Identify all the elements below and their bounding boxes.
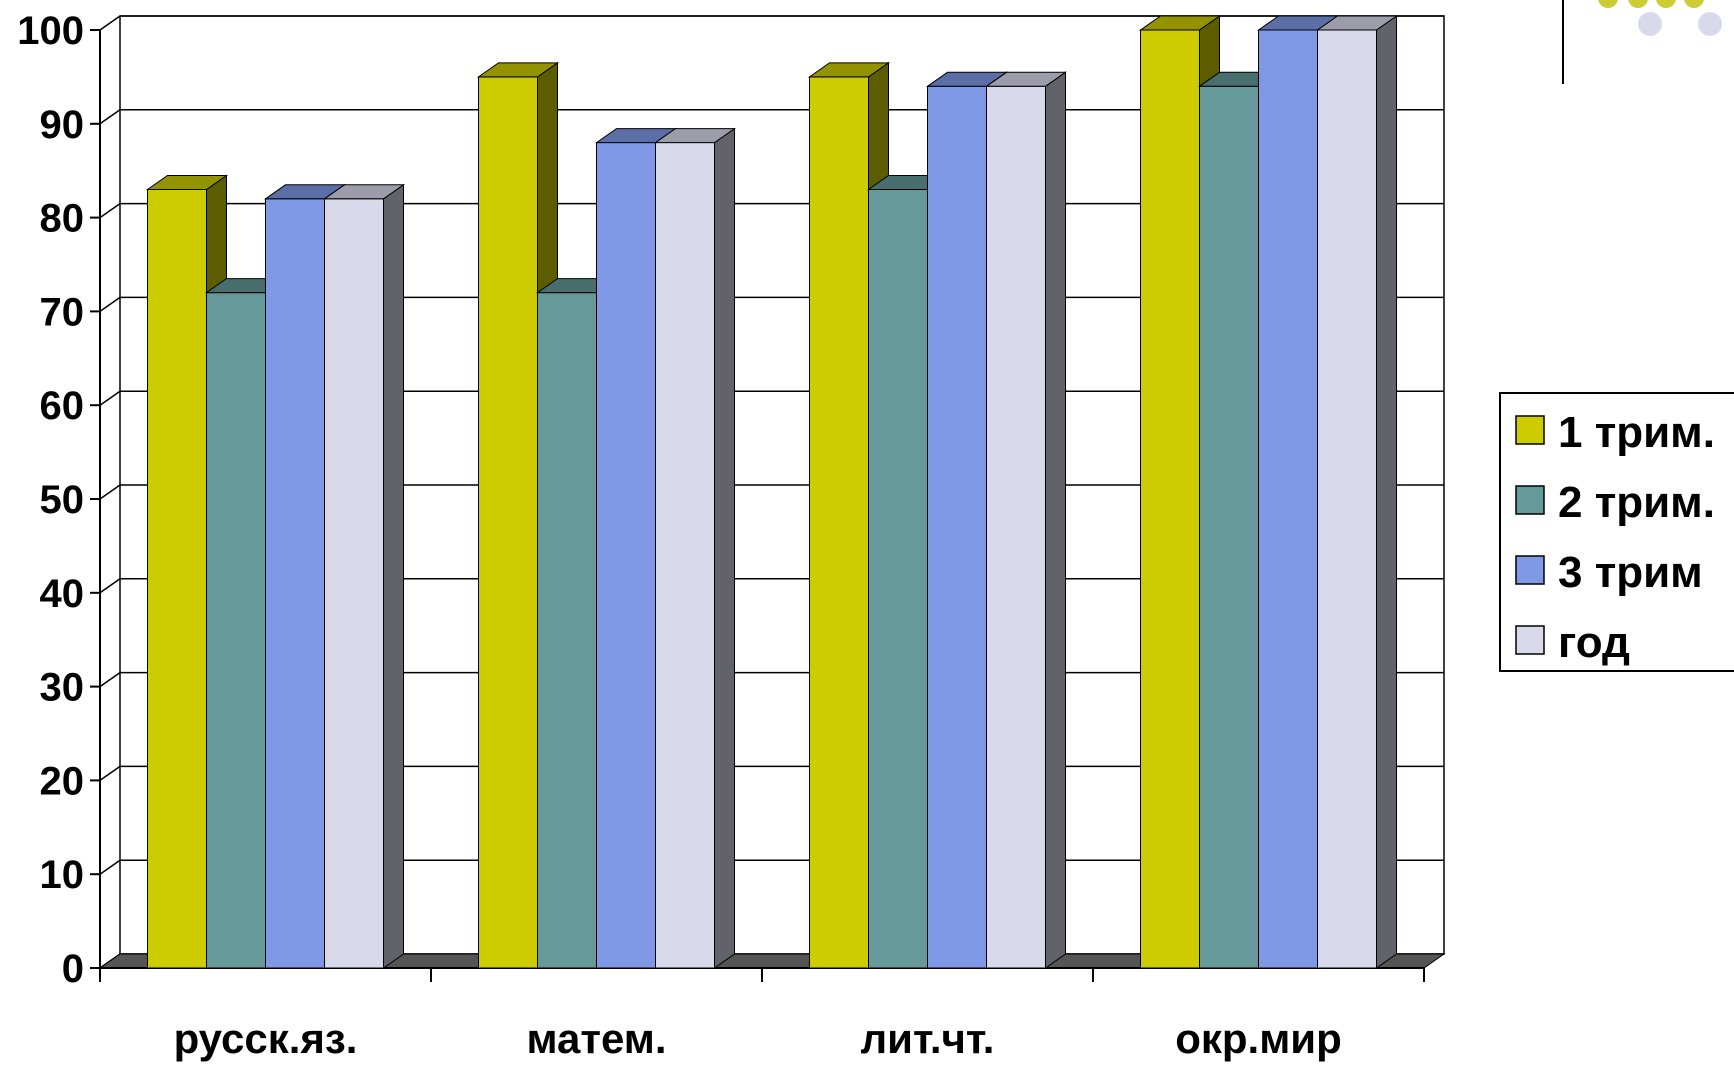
x-category-label: русск.яз. bbox=[174, 1015, 358, 1062]
y-tick-label: 20 bbox=[40, 759, 85, 803]
bar-side bbox=[383, 183, 404, 969]
gridline-side bbox=[99, 859, 121, 875]
bar-side bbox=[714, 127, 735, 969]
bar-top bbox=[984, 71, 1068, 87]
bar-top bbox=[145, 175, 229, 190]
y-tick-label: 30 bbox=[40, 666, 85, 710]
gridline-side bbox=[99, 15, 121, 31]
bar-1-3 bbox=[653, 127, 737, 969]
gridline-side bbox=[99, 578, 121, 594]
legend-label[interactable]: 1 трим. bbox=[1558, 408, 1715, 457]
legend-swatch[interactable] bbox=[1515, 485, 1545, 515]
bar-top bbox=[322, 184, 406, 200]
legend-swatch[interactable] bbox=[1515, 555, 1545, 585]
bar bbox=[868, 188, 928, 969]
axis-labels: 0 10 20 30 40 50 60 70 80 90 100 русск.яз. матем. лит… bbox=[17, 9, 1342, 1062]
bar-2-3 bbox=[984, 71, 1068, 969]
decoration-dot bbox=[1656, 0, 1676, 8]
bars bbox=[145, 15, 1399, 969]
decoration-dot bbox=[1628, 0, 1648, 8]
bar-side bbox=[1045, 71, 1066, 969]
bar bbox=[324, 198, 384, 969]
gridline-side bbox=[99, 202, 121, 219]
gridline-side bbox=[99, 390, 121, 406]
y-tick-label: 40 bbox=[40, 572, 85, 616]
x-category-label: матем. bbox=[527, 1015, 667, 1062]
legend[interactable]: 1 трим. 2 трим. 3 трим год bbox=[1499, 392, 1734, 672]
bar bbox=[596, 142, 656, 969]
legend-label[interactable]: год bbox=[1558, 618, 1630, 667]
y-tick-label: 70 bbox=[40, 290, 85, 334]
y-tick-label: 90 bbox=[40, 103, 85, 147]
bar bbox=[206, 292, 266, 969]
x-category-label: окр.мир bbox=[1175, 1015, 1342, 1062]
bar-side bbox=[1376, 15, 1397, 969]
y-tick-label: 50 bbox=[40, 478, 85, 522]
bar bbox=[265, 198, 325, 969]
bar bbox=[1258, 29, 1318, 969]
bar-3-3 bbox=[1315, 15, 1399, 969]
bar bbox=[537, 292, 597, 969]
corner-decoration bbox=[1562, 0, 1722, 84]
legend-label[interactable]: 3 трим bbox=[1558, 548, 1703, 597]
y-tick-label: 80 bbox=[40, 197, 85, 241]
bar bbox=[1140, 29, 1200, 969]
legend-label[interactable]: 2 трим. bbox=[1558, 478, 1715, 527]
bar bbox=[478, 76, 538, 969]
decoration-dot bbox=[1598, 0, 1618, 8]
bar bbox=[1199, 85, 1259, 969]
bar bbox=[147, 188, 207, 969]
bar-top bbox=[476, 62, 560, 78]
legend-swatch[interactable] bbox=[1515, 625, 1545, 655]
gridline-side bbox=[99, 671, 121, 688]
y-tick-label: 0 bbox=[62, 947, 84, 991]
bar-top bbox=[807, 62, 891, 78]
decoration-dot bbox=[1698, 12, 1722, 36]
y-tick-label: 60 bbox=[40, 384, 85, 428]
y-tick-label: 10 bbox=[40, 853, 85, 897]
gridline-side bbox=[99, 109, 121, 125]
bar bbox=[655, 142, 715, 969]
bar bbox=[986, 85, 1046, 969]
decoration-dot bbox=[1684, 0, 1704, 8]
gridline-side bbox=[99, 484, 121, 500]
y-tick-label: 100 bbox=[17, 9, 84, 53]
bar-top bbox=[653, 128, 737, 144]
bar bbox=[809, 76, 869, 969]
gridline-side bbox=[99, 765, 121, 782]
legend-swatch[interactable] bbox=[1515, 415, 1545, 445]
bar-0-3 bbox=[322, 183, 406, 969]
gridline-side bbox=[99, 296, 121, 313]
bar bbox=[927, 85, 987, 969]
bar-top bbox=[1138, 15, 1222, 31]
bar bbox=[1317, 29, 1377, 969]
x-category-label: лит.чт. bbox=[861, 1015, 995, 1062]
decoration-dot bbox=[1638, 12, 1662, 36]
bar-top bbox=[1315, 15, 1399, 31]
